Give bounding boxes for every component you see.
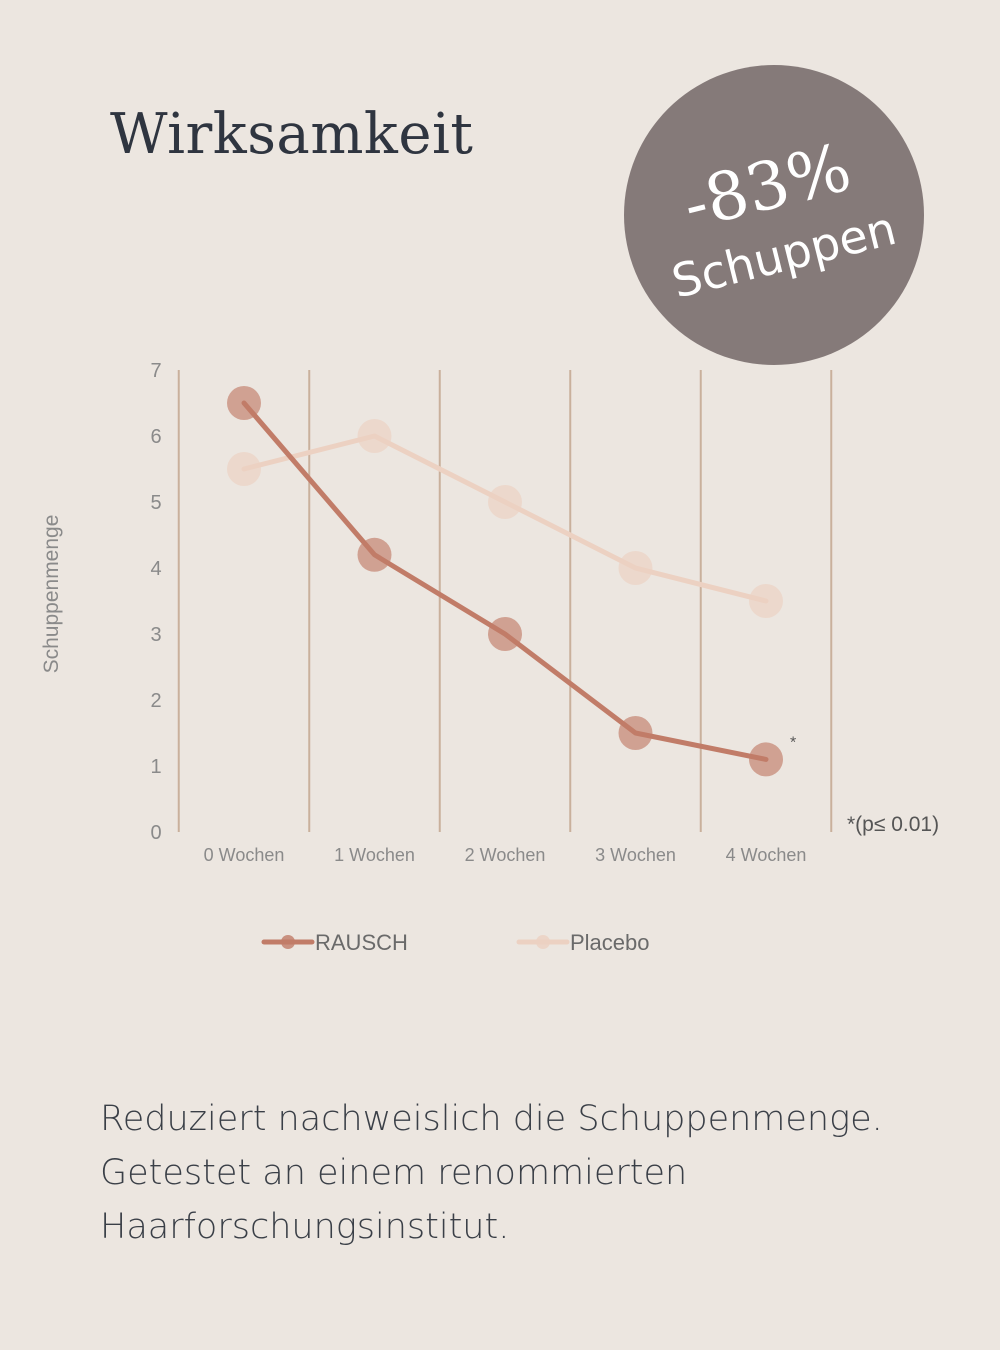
y-tick-label: 2 bbox=[150, 690, 161, 712]
y-axis-label: Schuppenmenge bbox=[40, 515, 63, 674]
significance-marker: * bbox=[790, 734, 796, 751]
y-tick-label: 7 bbox=[150, 360, 161, 382]
description: Reduziert nachweislich die Schuppenmenge… bbox=[100, 1099, 883, 1247]
legend-label: Placebo bbox=[570, 930, 650, 955]
reduction-badge: -83% Schuppen bbox=[624, 65, 924, 365]
data-point-placebo bbox=[749, 584, 783, 618]
data-point-rausch bbox=[357, 537, 392, 572]
x-tick-label: 3 Wochen bbox=[595, 845, 676, 865]
y-tick-label: 5 bbox=[150, 492, 161, 514]
data-point-rausch bbox=[749, 742, 783, 777]
x-tick-label: 1 Wochen bbox=[334, 845, 415, 865]
y-tick-label: 4 bbox=[150, 558, 161, 580]
x-tick-label: 0 Wochen bbox=[204, 845, 285, 865]
legend-label: RAUSCH bbox=[315, 930, 408, 955]
y-tick-label: 0 bbox=[150, 822, 161, 844]
data-point-placebo bbox=[357, 419, 392, 453]
page-title: Wirksamkeit bbox=[110, 102, 474, 167]
legend-swatch-marker bbox=[536, 935, 550, 949]
data-point-rausch bbox=[488, 617, 522, 651]
y-tick-label: 3 bbox=[150, 624, 161, 646]
x-tick-label: 4 Wochen bbox=[726, 845, 807, 865]
significance-note: *(p≤ 0.01) bbox=[847, 813, 939, 836]
y-tick-label: 6 bbox=[150, 426, 161, 448]
data-point-placebo bbox=[227, 452, 261, 486]
data-point-placebo bbox=[618, 551, 653, 585]
efficacy-chart: 0 1 2 3 4 5 6 7 Schuppenmenge 0 Wochen 1 Wochen 2 W… bbox=[40, 360, 939, 955]
data-point-placebo bbox=[488, 485, 522, 519]
legend-swatch-marker bbox=[281, 935, 295, 949]
data-point-rausch bbox=[618, 716, 653, 750]
data-point-rausch bbox=[227, 386, 261, 420]
x-tick-label: 2 Wochen bbox=[465, 845, 546, 865]
y-tick-label: 1 bbox=[150, 756, 161, 778]
